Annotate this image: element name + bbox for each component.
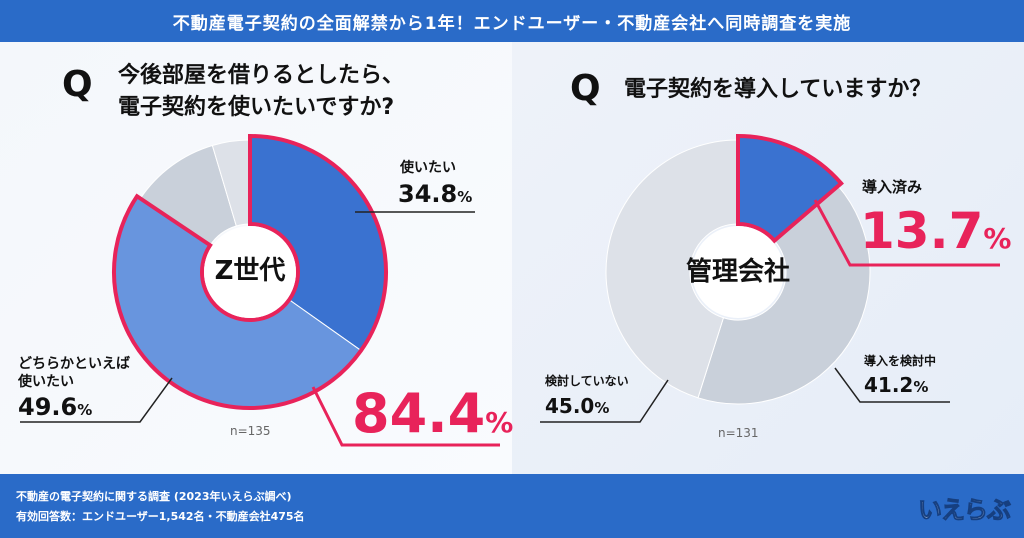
donut-hole — [204, 226, 296, 318]
header-title: 不動産電子契約の全面解禁から1年！エンドユーザー・不動産会社へ同時調査を実施 — [172, 13, 852, 34]
leader-line-no — [540, 379, 669, 423]
highlight-outline — [736, 133, 844, 244]
label-want: 使いたい — [400, 160, 456, 176]
survey-title: 不動産の電子契約に関する調査 (2023年いえらぶ調べ) — [16, 490, 292, 503]
slice-1 — [697, 185, 871, 405]
label-done: 導入済み — [862, 178, 923, 196]
leader-line-consider — [834, 367, 950, 403]
question-line1: 今後部屋を借りるとしたら、 — [118, 63, 405, 88]
label-rather-2: 使いたい — [18, 374, 74, 390]
question: 電子契約を導入していますか？ — [624, 77, 932, 102]
leader-line-total — [311, 386, 500, 447]
sample-size-left: n=135 — [230, 424, 271, 438]
value-done: 13.7% — [860, 202, 1012, 260]
center-label-company: 管理会社 — [685, 257, 790, 287]
header-banner: 不動産電子契約の全面解禁から1年！エンドユーザー・不動産会社へ同時調査を実施 — [0, 0, 1024, 42]
leader-line-rather — [20, 377, 173, 423]
value-rather: 49.6% — [18, 393, 93, 421]
label-consider: 導入を検討中 — [864, 354, 937, 368]
q-mark: Q — [570, 68, 601, 109]
ierabu-logo: いえらぶ — [918, 496, 1012, 525]
donut-hole — [692, 226, 784, 318]
highlight-outline — [112, 133, 388, 410]
respondents: 有効回答数：エンドユーザー1,542名・不動産会社475名 — [16, 510, 305, 523]
value-consider: 41.2% — [864, 373, 929, 397]
footer: 不動産の電子契約に関する調査 (2023年いえらぶ調べ) 有効回答数：エンドユー… — [0, 474, 1024, 538]
leader-line-done — [813, 199, 1000, 267]
value-want: 34.8% — [398, 180, 473, 208]
center-label-genz: Z世代 — [214, 256, 286, 286]
value-total: 84.4% — [352, 382, 514, 445]
q-mark: Q — [62, 64, 93, 105]
question-line2: 電子契約を使いたいですか? — [118, 95, 395, 120]
label-rather-1: どちらかといえば — [18, 356, 130, 372]
value-no: 45.0% — [545, 394, 610, 418]
slice-2 — [605, 139, 739, 399]
label-no: 検討していない — [545, 374, 629, 388]
sample-size-right: n=131 — [718, 426, 759, 440]
